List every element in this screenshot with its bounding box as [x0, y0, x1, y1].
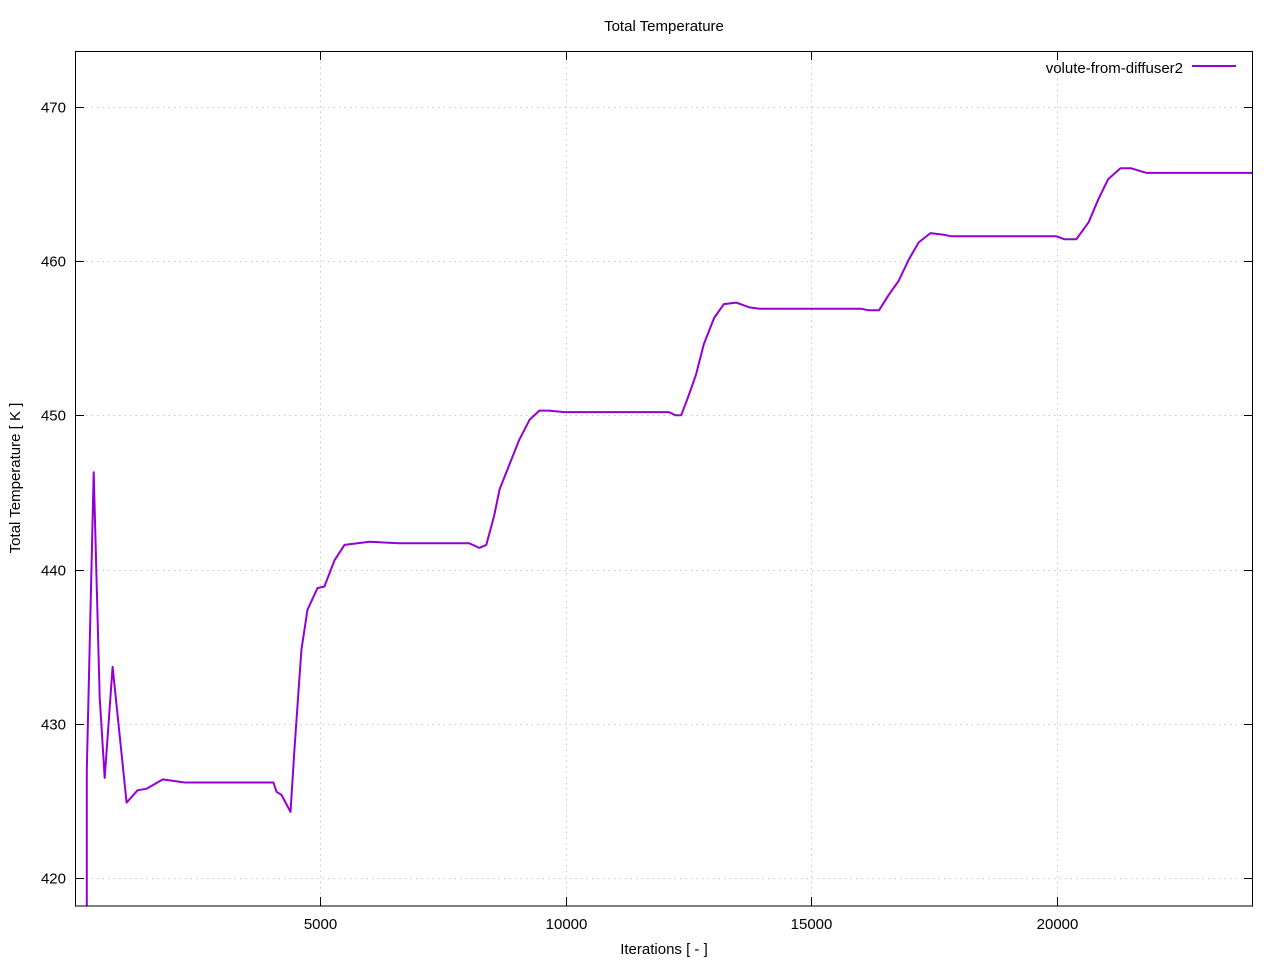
x-tick-label: 20000 [1037, 916, 1079, 933]
series-lines [85, 167, 1253, 906]
y-tick-label: 450 [41, 408, 66, 425]
y-tick-label: 440 [41, 563, 66, 580]
y-tick-label: 430 [41, 717, 66, 734]
plot-frame [75, 51, 1253, 907]
ticks: 5000 10000 15000 20000 420 430 440 450 460 470 [41, 51, 1253, 933]
legend: volute-from-diffuser2 [1046, 60, 1236, 77]
y-axis-label: Total Temperature [ K ] [7, 403, 24, 554]
chart-title: Total Temperature [604, 18, 724, 35]
y-tick-label: 420 [41, 871, 66, 888]
x-tick-label: 10000 [546, 916, 588, 933]
x-axis-label: Iterations [ - ] [620, 941, 708, 958]
x-tick-label: 5000 [304, 916, 337, 933]
y-tick-label: 460 [41, 254, 66, 271]
y-tick-label: 470 [41, 100, 66, 117]
series-line-0 [85, 167, 1253, 906]
legend-label: volute-from-diffuser2 [1046, 60, 1183, 77]
grid [75, 51, 1253, 906]
x-tick-label: 15000 [791, 916, 833, 933]
